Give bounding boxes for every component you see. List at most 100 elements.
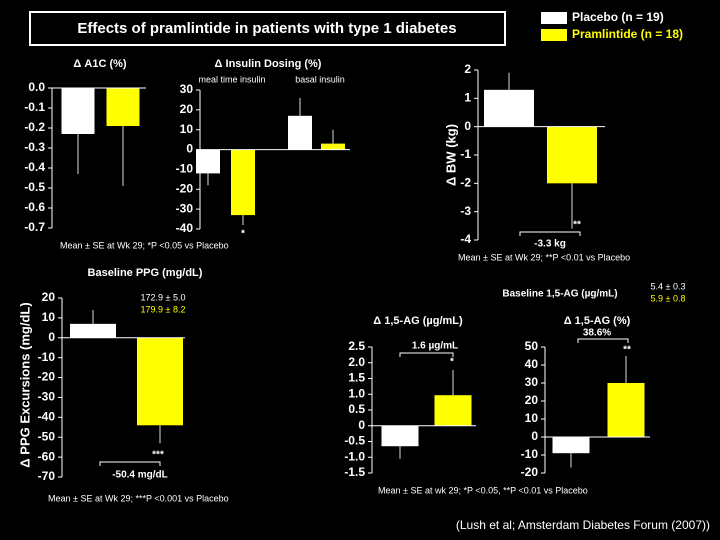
chart-title: Δ Insulin Dosing (%) [215,58,322,70]
y-tick-label: 40 [525,357,539,371]
annotation: -50.4 mg/dL [112,470,168,481]
y-tick-label: -4 [460,232,471,246]
y-axis-label: Δ PPG Excursions (mg/dL) [17,302,32,467]
y-tick-label: 10 [180,122,194,136]
annotation: 172.9 ± 5.0 [141,292,186,302]
bar [196,149,220,174]
bar [552,437,590,454]
legend-swatch [541,29,567,41]
bar [106,88,140,126]
footnote: Mean ± SE at Wk 29; *P <0.05 vs Placebo [60,240,229,250]
y-tick-label: -1.5 [344,465,365,479]
y-tick-label: 0 [358,418,365,432]
y-tick-label: -60 [38,449,56,463]
legend-label: Pramlintide (n = 18) [572,27,683,41]
annotation: 1.6 µg/mL [412,341,458,352]
legend-swatch [541,12,567,24]
annotation: Baseline 1,5-AG (µg/mL) [502,289,617,300]
annotation: 179.9 ± 8.2 [141,304,186,314]
y-tick-label: -1 [460,147,471,161]
y-tick-label: 20 [42,290,56,304]
y-tick-label: -20 [176,181,194,195]
y-tick-label: 20 [525,393,539,407]
bar [321,143,345,150]
chart-title: Δ A1C (%) [73,58,126,70]
title-box [29,11,506,46]
y-tick-label: -2 [460,176,471,190]
annotation: ** [623,345,631,356]
y-tick-label: 30 [525,375,539,389]
y-tick-label: -10 [38,350,56,364]
y-tick-label: -70 [38,469,56,483]
annotation: * [450,357,454,368]
y-tick-label: -0.5 [344,434,365,448]
citation: (Lush et al; Amsterdam Diabetes Forum (2… [456,518,710,532]
bracket [519,231,581,236]
y-tick-label: -40 [176,221,194,235]
y-tick-label: 10 [42,310,56,324]
y-tick-label: -40 [38,410,56,424]
annotation: -3.3 kg [534,239,566,250]
bracket [577,338,629,343]
y-tick-label: -0.5 [24,180,45,194]
category-label: meal time insulin [198,74,265,84]
bar [288,115,312,150]
annotation: ** [573,220,581,231]
y-axis-label: Δ BW (kg) [443,124,458,186]
chart-title: Δ 1,5-AG (µg/mL) [373,315,463,327]
bar [61,88,95,134]
y-tick-label: 0 [464,119,471,133]
y-tick-label: -30 [38,390,56,404]
y-tick-label: -50 [38,429,56,443]
y-tick-label: -20 [521,465,539,479]
y-tick-label: 1 [464,91,471,105]
y-tick-label: 0.5 [348,402,365,416]
bar [484,89,534,127]
y-tick-label: -0.3 [24,140,45,154]
annotation: * [241,229,245,240]
y-tick-label: -10 [521,447,539,461]
y-tick-label: 2 [464,62,471,76]
y-tick-label: 30 [180,82,194,96]
y-tick-label: 50 [525,339,539,353]
y-tick-label: -0.1 [24,100,45,114]
chart-title: Baseline PPG (mg/dL) [88,267,203,279]
y-tick-label: 0 [48,330,55,344]
y-tick-label: 1.0 [348,386,365,400]
annotation: 5.4 ± 0.3 [651,281,686,291]
y-tick-label: 0 [531,429,538,443]
bar [70,323,116,338]
bracket [399,352,454,357]
y-tick-label: -10 [176,162,194,176]
footnote: Mean ± SE at Wk 29; ***P <0.001 vs Place… [48,493,229,503]
bar [137,337,183,426]
bar [607,383,645,437]
bar [547,126,597,184]
y-tick-label: -0.7 [24,220,45,234]
annotation: 38.6% [583,328,611,339]
bar [381,425,419,447]
y-tick-label: -3 [460,204,471,218]
y-tick-label: 2.5 [348,339,365,353]
bar [231,149,255,216]
footnote: Mean ± SE at wk 29; *P <0.05, **P <0.01 … [378,485,588,495]
y-tick-label: -1.0 [344,449,365,463]
y-tick-label: -0.4 [24,160,45,174]
y-tick-label: 2.0 [348,355,365,369]
chart-title: Δ 1,5-AG (%) [564,315,631,327]
footnote: Mean ± SE at Wk 29; **P <0.01 vs Placebo [458,252,630,262]
legend-label: Placebo (n = 19) [572,10,664,24]
y-tick-label: -20 [38,370,56,384]
y-tick-label: 20 [180,102,194,116]
y-tick-label: 1.5 [348,371,365,385]
category-label: basal insulin [295,74,345,84]
slide-title: Effects of pramlintide in patients with … [77,20,456,37]
bar [434,395,472,426]
y-tick-label: 10 [525,411,539,425]
y-tick-label: -30 [176,201,194,215]
annotation: *** [152,450,164,461]
y-tick-label: 0.0 [28,80,45,94]
annotation: 5.9 ± 0.8 [651,293,686,303]
y-tick-label: -0.2 [24,120,45,134]
